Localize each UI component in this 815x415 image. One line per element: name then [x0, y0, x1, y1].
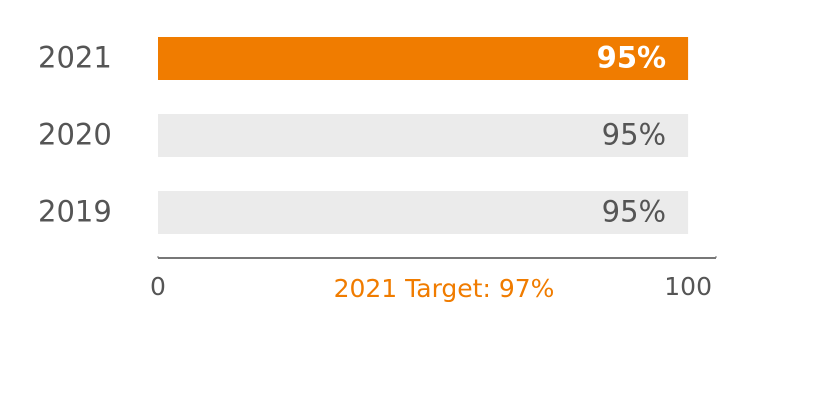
x-tick-label: 100 [664, 272, 712, 301]
y-tick-label: 2020 [38, 118, 112, 152]
value-label: 95% [602, 195, 666, 229]
y-tick-label: 2021 [38, 41, 112, 75]
bar [158, 114, 689, 157]
bar [158, 191, 689, 234]
bar [158, 37, 689, 80]
annotation: 2021 Target: 97% [334, 274, 555, 303]
y-tick-label: 2019 [38, 195, 112, 229]
x-tick-label: 0 [150, 272, 166, 301]
value-label: 95% [602, 118, 666, 152]
value-label: 95% [597, 41, 666, 75]
